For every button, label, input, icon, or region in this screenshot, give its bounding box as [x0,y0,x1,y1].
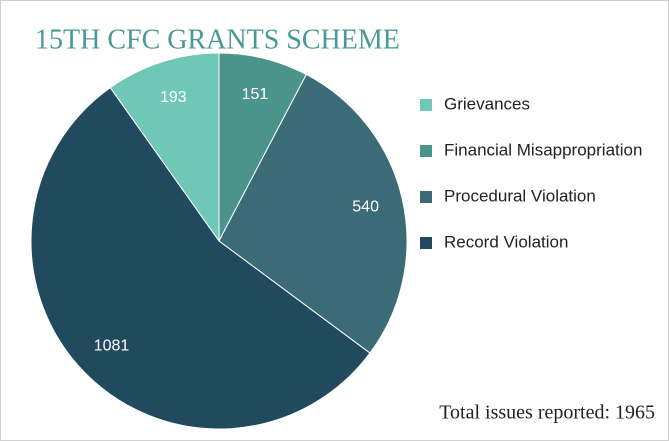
annotation: Total issues reported: 1965 [439,402,655,424]
legend-swatch [420,99,432,111]
legend-swatch [420,191,432,203]
data-label: 540 [352,199,379,216]
legend-swatch [420,237,432,249]
legend-label: Grievances [444,94,530,113]
data-label: 193 [160,89,187,106]
data-label: 151 [242,86,269,103]
data-label: 1081 [94,337,130,354]
legend-label: Record Violation [444,232,568,251]
pie-slice [218,73,408,354]
pie-slice [109,52,220,243]
legend-label: Procedural Violation [444,186,596,205]
chart-title: 15TH CFC GRANTS SCHEME [35,24,400,55]
pie-slice [30,86,371,430]
legend-swatch [420,145,432,157]
legend-label: Financial Misappropriation [444,140,642,159]
